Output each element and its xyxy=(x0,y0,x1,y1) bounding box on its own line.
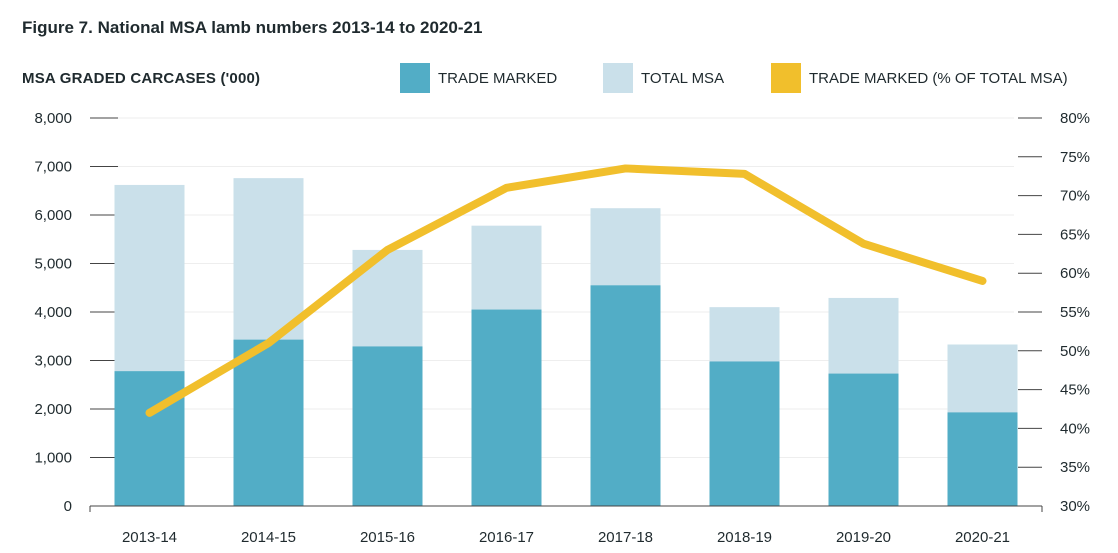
x-tick-label: 2020-21 xyxy=(955,529,1010,546)
y2-tick-label: 80% xyxy=(1060,110,1090,127)
bar-trade-marked xyxy=(709,361,780,506)
y-tick-label: 5,000 xyxy=(34,256,72,273)
bar-trade-marked xyxy=(352,346,423,506)
legend-item-total-msa: TOTAL MSA xyxy=(603,63,724,93)
y2-tick-label: 60% xyxy=(1060,265,1090,282)
bar-trade-marked xyxy=(233,339,304,506)
y2-tick-label: 45% xyxy=(1060,382,1090,399)
legend-swatch-trade-marked xyxy=(400,63,430,93)
x-tick-label: 2017-18 xyxy=(598,529,653,546)
legend-item-trade-marked-pct: TRADE MARKED (% OF TOTAL MSA) xyxy=(771,63,1068,93)
bar-trade-marked xyxy=(947,412,1018,506)
y-tick-label: 1,000 xyxy=(34,450,72,467)
legend-label-trade-marked-pct: TRADE MARKED (% OF TOTAL MSA) xyxy=(809,70,1068,87)
x-tick-label: 2013-14 xyxy=(122,529,177,546)
x-tick-label: 2014-15 xyxy=(241,529,296,546)
y2-tick-label: 30% xyxy=(1060,498,1090,515)
bar-trade-marked xyxy=(828,373,899,506)
legend-label-trade-marked: TRADE MARKED xyxy=(438,70,558,87)
y-tick-label: 8,000 xyxy=(34,110,72,127)
x-tick-label: 2018-19 xyxy=(717,529,772,546)
y-tick-label: 0 xyxy=(64,498,72,515)
x-tick-label: 2019-20 xyxy=(836,529,891,546)
y-tick-label: 6,000 xyxy=(34,207,72,224)
x-tick-label: 2015-16 xyxy=(360,529,415,546)
y-tick-label: 3,000 xyxy=(34,353,72,370)
legend-swatch-total-msa xyxy=(603,63,633,93)
y2-tick-label: 40% xyxy=(1060,420,1090,437)
bar-trade-marked xyxy=(471,309,542,506)
y2-tick-label: 50% xyxy=(1060,343,1090,360)
figure-title-text: National MSA lamb numbers 2013-14 to 202… xyxy=(97,18,483,37)
y2-tick-label: 75% xyxy=(1060,149,1090,166)
figure-title: Figure 7. National MSA lamb numbers 2013… xyxy=(22,18,482,38)
y2-tick-label: 65% xyxy=(1060,226,1090,243)
bar-trade-marked xyxy=(590,285,661,506)
legend-label-total-msa: TOTAL MSA xyxy=(641,70,725,87)
y2-tick-label: 35% xyxy=(1060,459,1090,476)
y-tick-label: 7,000 xyxy=(34,159,72,176)
y2-tick-label: 55% xyxy=(1060,304,1090,321)
bar-trade-marked xyxy=(114,371,185,506)
line-trade-marked-pct xyxy=(145,164,987,417)
y-axis-title: MSA GRADED CARCASES ('000) xyxy=(22,70,261,87)
x-tick-label: 2016-17 xyxy=(479,529,534,546)
legend-swatch-trade-marked-pct xyxy=(771,63,801,93)
y2-tick-label: 70% xyxy=(1060,188,1090,205)
figure-number: Figure 7. xyxy=(22,18,93,37)
y-tick-label: 2,000 xyxy=(34,401,72,418)
y-tick-label: 4,000 xyxy=(34,304,72,321)
legend-item-trade-marked: TRADE MARKED xyxy=(400,63,557,93)
